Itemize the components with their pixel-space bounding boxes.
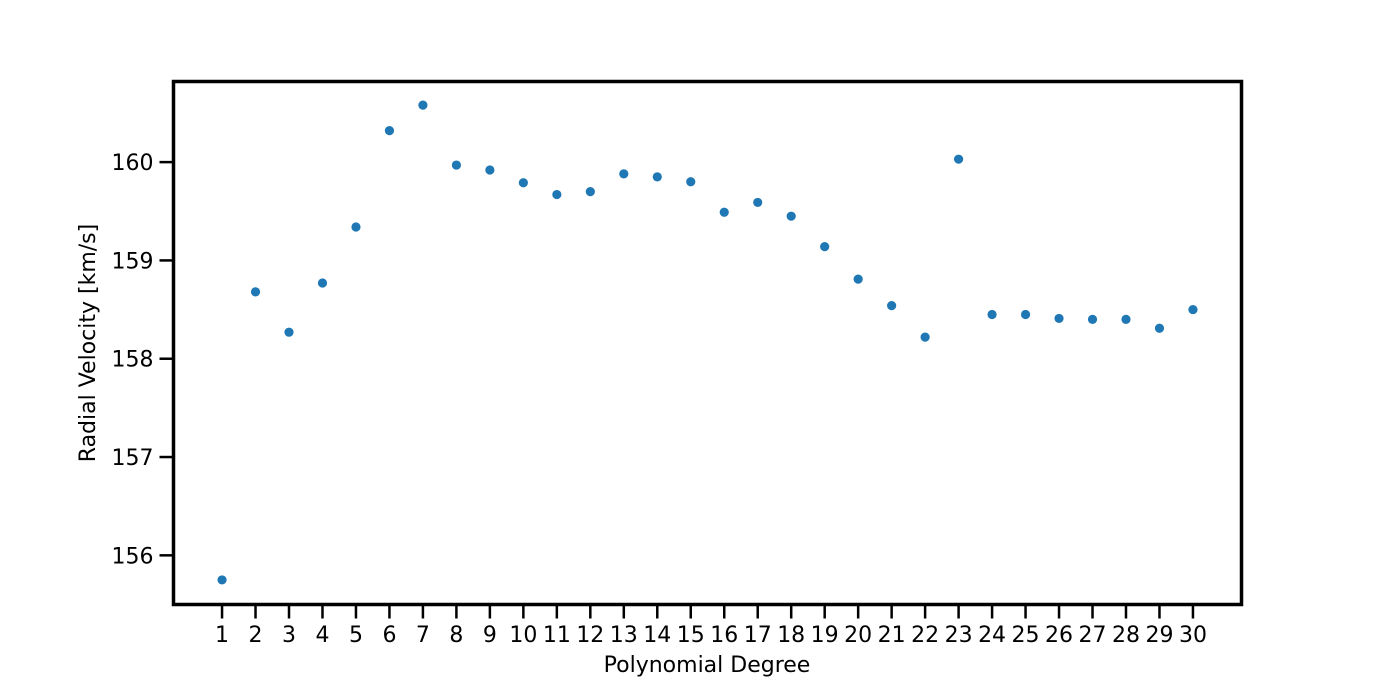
data-point xyxy=(485,165,495,175)
x-tick-label: 17 xyxy=(744,623,772,648)
data-point xyxy=(250,287,261,297)
x-tick-label: 23 xyxy=(945,623,973,648)
x-tick-label: 26 xyxy=(1045,623,1073,648)
x-tick-label: 15 xyxy=(677,623,705,648)
x-tick-label: 29 xyxy=(1145,623,1173,648)
data-point xyxy=(317,278,328,288)
x-tick-label: 12 xyxy=(576,623,604,648)
data-point xyxy=(652,172,662,182)
x-tick-label: 19 xyxy=(811,623,839,648)
x-tick-label: 20 xyxy=(844,623,872,648)
data-point xyxy=(1087,314,1098,325)
y-axis-label: Radial Velocity [km/s] xyxy=(76,224,101,462)
data-point xyxy=(1020,309,1031,320)
x-tick-label: 3 xyxy=(282,623,296,648)
data-point xyxy=(284,327,294,337)
x-tick-label: 4 xyxy=(315,623,329,648)
y-tick-label: 160 xyxy=(112,151,154,176)
x-tick-label: 2 xyxy=(249,623,263,648)
x-tick-label: 14 xyxy=(643,623,671,648)
x-tick-label: 13 xyxy=(610,623,638,648)
x-tick-label: 28 xyxy=(1112,623,1140,648)
x-tick-label: 5 xyxy=(349,623,363,648)
data-point xyxy=(351,222,361,232)
x-tick-label: 1 xyxy=(215,623,229,648)
x-tick-label: 16 xyxy=(710,623,738,648)
data-point xyxy=(1188,304,1198,315)
data-point xyxy=(585,187,595,197)
points-layer xyxy=(217,100,1198,585)
ticks-layer: 1 2 3 4 5 6 7 8 9 10 11 12 13 14 15 16 17 18 19 20 21 22 23 24 2… xyxy=(112,151,1207,648)
data-point xyxy=(217,575,227,585)
data-point xyxy=(418,100,428,110)
plot-frame xyxy=(171,79,1244,607)
x-tick-label: 6 xyxy=(382,623,396,648)
data-point xyxy=(1154,323,1165,333)
data-point xyxy=(887,301,897,311)
data-point xyxy=(451,160,462,170)
data-point xyxy=(719,207,729,217)
data-point xyxy=(920,332,930,342)
y-tick-label: 158 xyxy=(112,348,154,373)
x-tick-label: 25 xyxy=(1012,623,1040,648)
data-point xyxy=(1054,313,1064,324)
data-point xyxy=(786,211,796,221)
x-tick-label: 27 xyxy=(1079,623,1107,648)
x-tick-label: 8 xyxy=(449,623,463,648)
x-tick-label: 18 xyxy=(777,623,805,648)
x-axis-label: Polynomial Degree xyxy=(604,653,811,678)
x-tick-label: 11 xyxy=(543,623,571,648)
y-tick-label: 157 xyxy=(112,446,154,471)
x-tick-label: 7 xyxy=(416,623,430,648)
data-point xyxy=(384,126,395,136)
y-tick-label: 156 xyxy=(112,544,154,569)
x-tick-label: 30 xyxy=(1179,623,1207,648)
data-point xyxy=(552,189,562,200)
data-point xyxy=(987,309,997,320)
data-point xyxy=(753,197,763,208)
x-tick-label: 24 xyxy=(978,623,1006,648)
x-tick-label: 21 xyxy=(878,623,906,648)
data-point xyxy=(820,242,830,252)
x-tick-label: 10 xyxy=(509,623,537,648)
x-tick-label: 9 xyxy=(483,623,497,648)
data-point xyxy=(1121,314,1131,325)
data-point xyxy=(518,178,528,188)
data-point xyxy=(953,154,964,164)
data-point xyxy=(619,169,629,179)
x-tick-label: 22 xyxy=(911,623,939,648)
y-tick-label: 159 xyxy=(112,249,154,274)
data-point xyxy=(686,177,696,187)
data-point xyxy=(853,274,863,284)
